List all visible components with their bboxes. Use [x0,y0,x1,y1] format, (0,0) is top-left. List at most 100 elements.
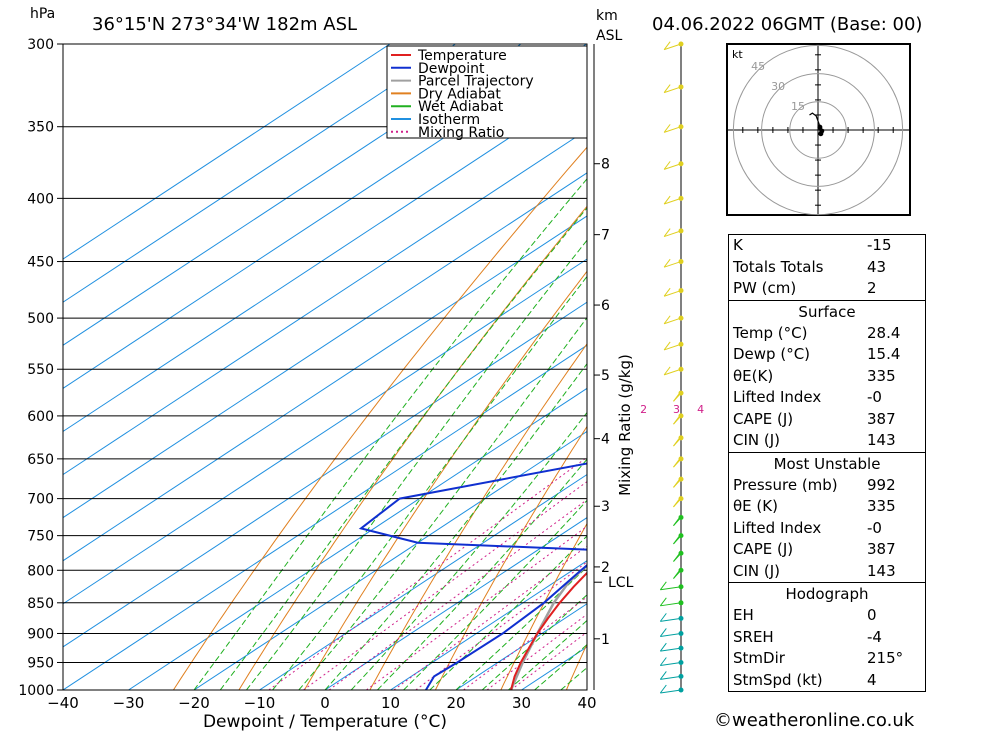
wind-barb-flag [673,479,680,488]
pressure-tick-label: 600 [27,409,54,425]
km-axis-label: km [596,8,618,24]
wind-barb-flag [659,613,667,622]
wind-barb-flag [659,628,667,637]
hodograph-ring [761,73,875,187]
isotherm-line [128,387,587,690]
index-row-totals: Totals Totals 43 [733,257,887,276]
hodo-row: EH 0 [733,606,877,624]
wind-barb-flag [673,458,680,468]
legend-entry: Temperature [417,48,507,64]
temperature-tick-label: −10 [244,694,276,712]
credit-text[interactable]: ©weatheronline.co.uk [714,710,915,731]
km-tick-label: 2 [601,560,610,576]
wet-adiabat-line [481,594,587,690]
wind-barb-staff [663,126,682,133]
wind-barb-flag [659,657,667,666]
km-tick-label: 3 [601,499,610,515]
surface-row: Lifted Index -0 [733,388,882,406]
asl-axis-label: ASL [596,28,622,44]
isotherm-line [63,215,587,562]
indices-basic-table: K -15 Totals Totals 43 PW (cm) 2 Surface Te… [728,234,926,692]
mu-row: CAPE (J) 387 [733,540,896,558]
hodograph-ring-label: 30 [771,80,785,93]
legend-entry: Mixing Ratio [418,125,504,141]
pressure-tick-label: 650 [27,452,54,468]
wind-barb-staff [663,290,682,297]
parcel-trajectory-line [509,563,587,690]
dry-adiabat-line [500,522,587,690]
wind-barb-flag [673,535,680,545]
km-tick-label: 5 [601,368,610,384]
temperature-tick-label: 40 [577,694,596,712]
wind-barb-flag [659,581,667,591]
wind-barb-flag [663,161,671,170]
isotherm-line [259,473,587,690]
mu-row: CIN (J) 143 [733,561,896,580]
wind-barb-flag [659,684,667,694]
mixing-ratio-line [268,456,587,690]
wind-barb-staff [660,675,682,680]
plot-frame [62,43,588,691]
legend-entry: Dewpoint [418,61,485,77]
mixing-ratio-line [486,613,587,690]
km-tick-label: 8 [601,157,610,173]
isotherm-line [63,44,391,260]
temperature-tick-label: −30 [113,694,145,712]
pressure-tick-label: 1000 [18,683,54,699]
dry-adiabat-line [959,44,1000,690]
temperature-tick-label: 30 [512,694,531,712]
hodograph-ring [732,44,904,216]
isotherm-line [63,258,587,605]
wet-adiabat-line [377,458,587,690]
wind-barb-staff [663,261,682,268]
surface-row: Dewp (°C) 15.4 [733,345,901,363]
temperature-tick-label: 10 [381,694,400,712]
wind-barb-flag [663,124,671,133]
wind-barb-flag [663,84,671,93]
wet-adiabat-line [429,535,587,690]
mixing-ratio-axis-title: Mixing Ratio (g/kg) [616,354,634,496]
hpa-axis-label: hPa [30,6,55,22]
wind-barb-staff [663,343,682,351]
dewpoint-line [358,462,587,690]
wind-barb-flag [673,415,680,425]
pressure-tick-label: 550 [27,362,54,378]
index-row-k: K -15 [733,236,892,254]
mixing-ratio-line [366,525,587,690]
wind-barb-flag [659,597,667,607]
mu-row: θE (K) 335 [733,497,896,515]
hodograph-point [817,124,823,130]
isotherm-line [63,44,522,346]
isotherm-line [63,172,587,519]
wind-barb-staff [660,632,682,637]
km-tick-label: 1 [601,632,610,648]
hodograph-unit-label: kt [732,48,743,61]
surface-row: CIN (J) 143 [733,431,896,449]
wind-barb-flag [663,287,671,297]
mixing-ratio-line [415,561,587,690]
wind-barb-flag [663,228,671,237]
wind-barb-staff [660,647,682,652]
wind-barb-flag [663,315,671,325]
wind-barb-staff [663,230,682,238]
wind-barb-staff [663,86,682,94]
legend-entry: Isotherm [418,112,480,128]
legend-entry: Dry Adiabat [418,86,501,102]
wind-barb-flag [659,642,667,652]
hodograph-title: Hodograph [785,585,869,603]
isotherm-line [63,301,587,648]
wind-barb-flag [663,366,671,376]
wind-barb-flag [659,671,667,680]
pressure-tick-label: 500 [27,311,54,327]
hodograph-ring-label: 15 [791,100,805,113]
pressure-tick-label: 300 [27,37,54,53]
isotherm-line [324,517,587,690]
pressure-tick-label: 950 [27,655,54,671]
x-axis-title: Dewpoint / Temperature (°C) [203,712,447,732]
mixing-ratio-label: 2 [640,403,647,416]
km-tick-label: 4 [601,432,610,448]
wind-barb-flag [663,258,671,268]
isotherm-line [63,129,587,476]
pressure-tick-label: 850 [27,596,54,612]
